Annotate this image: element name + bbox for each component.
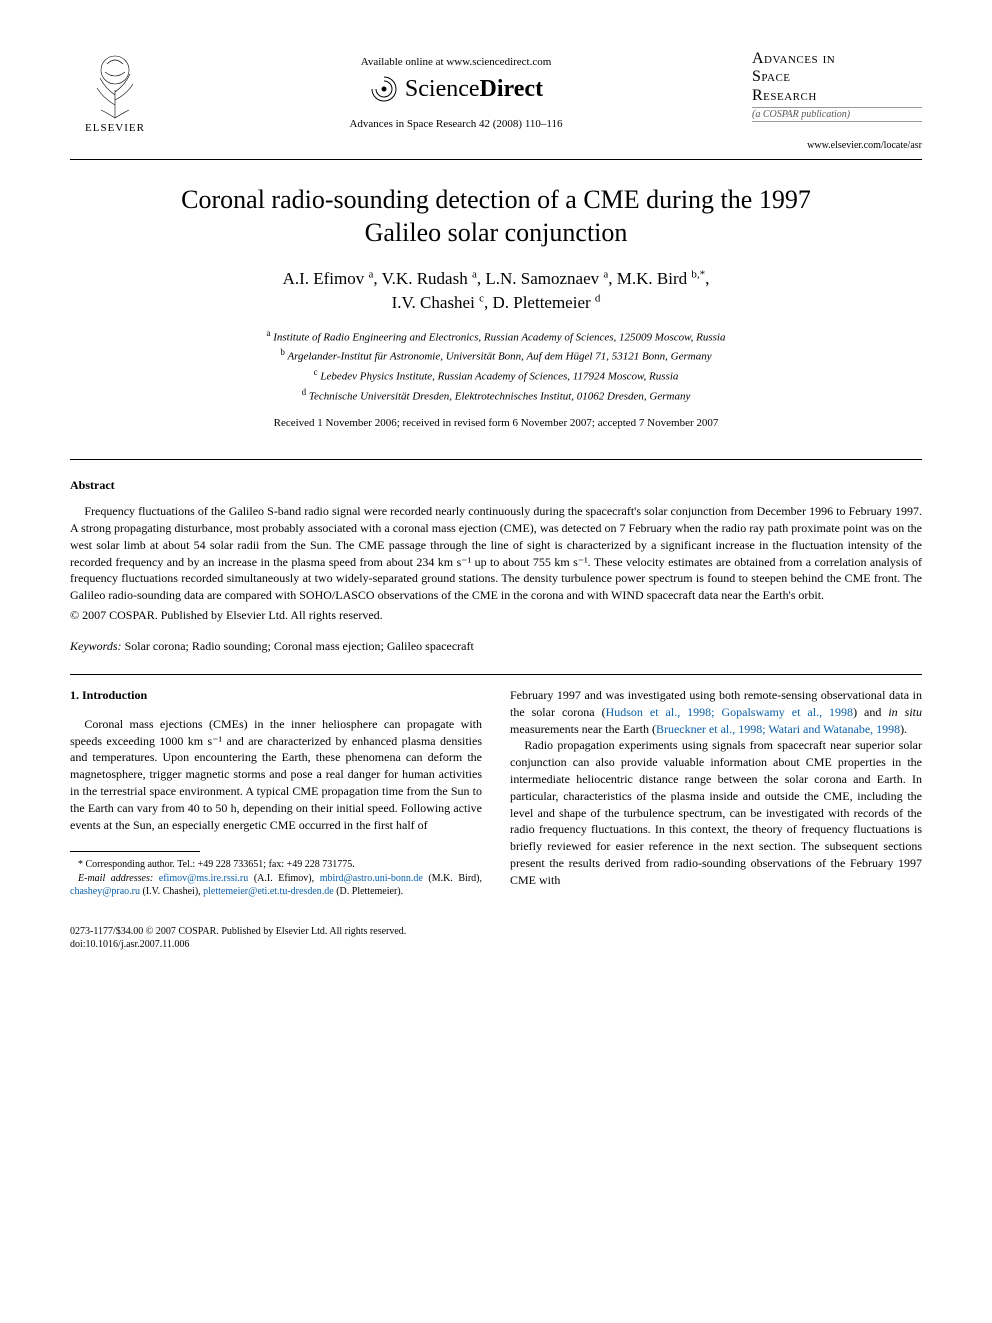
available-online-text: Available online at www.sciencedirect.co…	[160, 56, 752, 68]
right-column: February 1997 and was investigated using…	[510, 687, 922, 899]
article-citation: Advances in Space Research 42 (2008) 110…	[160, 118, 752, 130]
elsevier-logo-block: ELSEVIER	[70, 50, 160, 134]
col2-p1-post: ).	[900, 722, 907, 736]
cospar-publication-note: (a COSPAR publication)	[752, 107, 922, 122]
corresponding-line: * Corresponding author. Tel.: +49 228 73…	[70, 858, 482, 872]
sciencedirect-logo: ScienceDirect	[160, 74, 752, 104]
journal-title-line2: Space	[752, 68, 791, 85]
journal-url: www.elsevier.com/locate/asr	[752, 140, 922, 151]
header-rule	[70, 159, 922, 160]
email-link[interactable]: plettemeier@eti.et.tu-dresden.de	[203, 886, 334, 897]
abstract-top-rule	[70, 459, 922, 460]
section-1-heading: 1. Introduction	[70, 687, 482, 704]
journal-title-line3: Research	[752, 87, 817, 104]
left-column: 1. Introduction Coronal mass ejections (…	[70, 687, 482, 899]
sciencedirect-wordmark: ScienceDirect	[405, 76, 543, 103]
footnote-rule	[70, 851, 200, 852]
affiliation-list: a Institute of Radio Engineering and Ele…	[70, 327, 922, 405]
page-footer: 0273-1177/$34.00 © 2007 COSPAR. Publishe…	[70, 925, 922, 951]
corresponding-author-footnote: * Corresponding author. Tel.: +49 228 73…	[70, 858, 482, 899]
citation-link-brueckner[interactable]: Brueckner et al., 1998; Watari and Watan…	[656, 722, 900, 736]
article-dates: Received 1 November 2006; received in re…	[70, 417, 922, 429]
col2-p1-insitu: in situ	[888, 705, 922, 719]
header-center: Available online at www.sciencedirect.co…	[160, 50, 752, 130]
body-columns: 1. Introduction Coronal mass ejections (…	[70, 687, 922, 899]
article-title: Coronal radio-sounding detection of a CM…	[150, 184, 842, 249]
col2-p1-mid1: ) and	[853, 705, 888, 719]
col2-p1-mid2: measurements near the Earth (	[510, 722, 656, 736]
elsevier-tree-icon	[85, 50, 145, 120]
intro-para-1: Coronal mass ejections (CMEs) in the inn…	[70, 716, 482, 834]
email-link[interactable]: chashey@prao.ru	[70, 886, 140, 897]
sd-text-part1: Science	[405, 76, 480, 102]
elsevier-label: ELSEVIER	[85, 122, 145, 134]
author-list: A.I. Efimov a, V.K. Rudash a, L.N. Samoz…	[70, 267, 922, 315]
keywords-text: Solar corona; Radio sounding; Coronal ma…	[122, 639, 474, 653]
sd-text-part2: Direct	[480, 76, 544, 102]
intro-para-1-cont: February 1997 and was investigated using…	[510, 687, 922, 737]
email-label: E-mail addresses:	[78, 873, 153, 884]
email-link[interactable]: mbird@astro.uni-bonn.de	[320, 873, 423, 884]
intro-para-2: Radio propagation experiments using sign…	[510, 737, 922, 888]
sciencedirect-swirl-icon	[369, 74, 399, 104]
journal-title-line1: Advances in	[752, 50, 835, 67]
journal-title-block: Advances in Space Research (a COSPAR pub…	[752, 50, 922, 151]
footer-doi: doi:10.1016/j.asr.2007.11.006	[70, 938, 922, 951]
abstract-bottom-rule	[70, 674, 922, 675]
abstract-text: Frequency fluctuations of the Galileo S-…	[70, 503, 922, 604]
journal-header: ELSEVIER Available online at www.science…	[70, 50, 922, 151]
keywords-line: Keywords: Solar corona; Radio sounding; …	[70, 639, 922, 654]
abstract-heading: Abstract	[70, 478, 922, 493]
footer-copyright: 0273-1177/$34.00 © 2007 COSPAR. Publishe…	[70, 925, 922, 938]
keywords-label: Keywords:	[70, 639, 122, 653]
abstract-copyright: © 2007 COSPAR. Published by Elsevier Ltd…	[70, 608, 922, 623]
journal-title: Advances in Space Research	[752, 50, 922, 105]
email-addresses-line: E-mail addresses: efimov@ms.ire.rssi.ru …	[70, 872, 482, 899]
email-link[interactable]: efimov@ms.ire.rssi.ru	[159, 873, 248, 884]
citation-link-hudson[interactable]: Hudson et al., 1998; Gopalswamy et al., …	[606, 705, 853, 719]
